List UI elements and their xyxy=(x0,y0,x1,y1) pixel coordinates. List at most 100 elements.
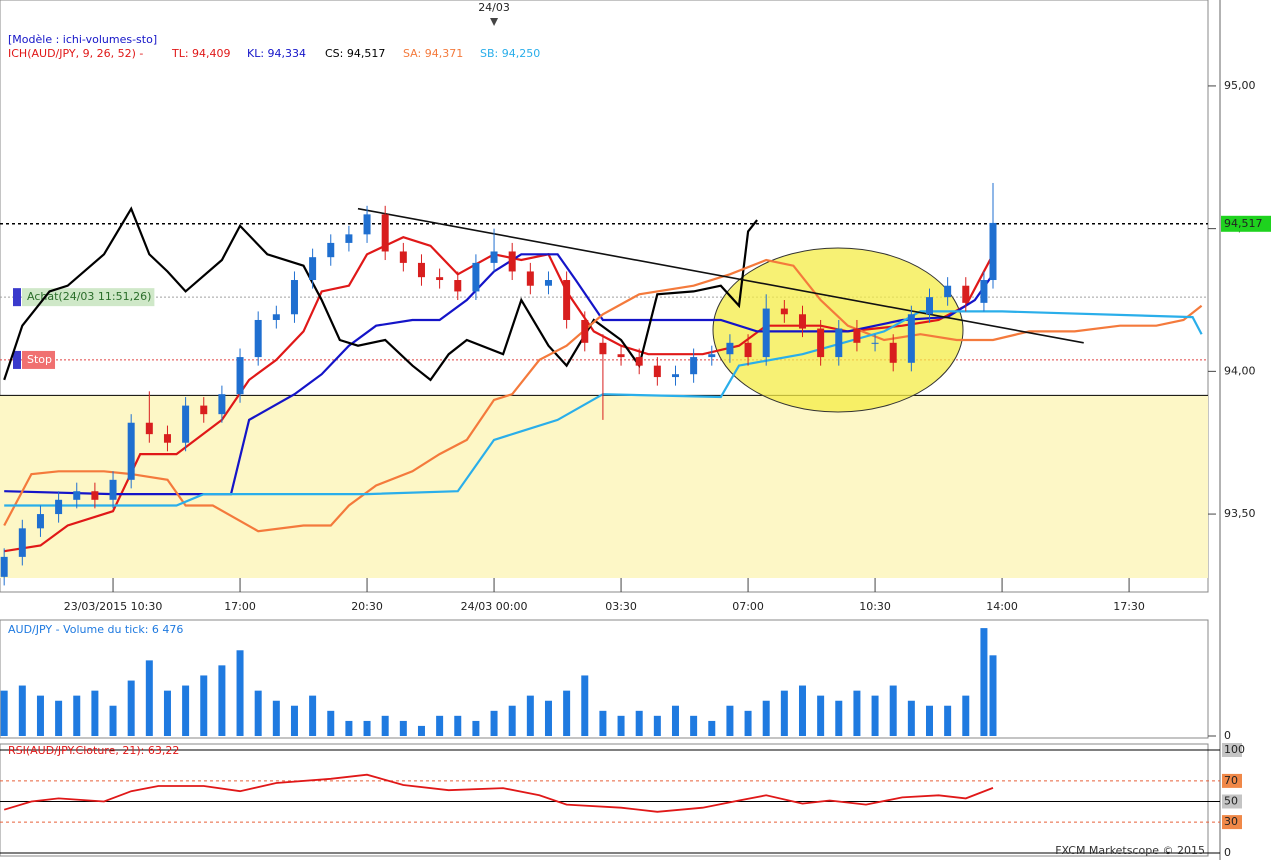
volume-bar xyxy=(381,715,389,736)
volume-bar xyxy=(508,705,516,736)
volume-bar xyxy=(989,655,997,736)
candle-body xyxy=(472,262,480,292)
volume-bar xyxy=(563,690,571,736)
candle-body xyxy=(889,342,897,363)
candle-body xyxy=(145,422,153,435)
panel-frame xyxy=(0,0,1209,593)
volume-bar xyxy=(109,705,117,736)
y-tick-label: 94,00 xyxy=(1224,364,1256,377)
y-tick-label: 95,00 xyxy=(1224,79,1256,92)
candle-body xyxy=(309,257,317,281)
volume-bar xyxy=(327,710,335,736)
legend-entry: KL: 94,334 xyxy=(247,47,306,60)
candle-body xyxy=(182,405,190,443)
volume-bar xyxy=(254,690,262,736)
price-box xyxy=(1221,215,1271,232)
candle-body xyxy=(55,499,63,515)
indicator-line xyxy=(3,206,758,382)
volume-bar xyxy=(91,690,99,736)
stop-box xyxy=(22,350,56,369)
background-layer xyxy=(0,0,1221,860)
candle-body xyxy=(436,277,444,281)
candle-body xyxy=(653,365,661,378)
volume-bar xyxy=(526,695,534,736)
y-tick-box xyxy=(1222,794,1242,809)
volume-bar xyxy=(218,665,226,736)
volume-bar xyxy=(36,695,44,736)
candle-body xyxy=(381,214,389,252)
x-tick-label: 20:30 xyxy=(351,600,383,613)
template-title: [Modèle : ichi-volumes-sto] xyxy=(8,33,157,46)
volume-bar xyxy=(236,650,244,736)
y-tick-label: 0 xyxy=(1224,729,1231,742)
candle-body xyxy=(363,214,371,235)
candle-body xyxy=(798,314,806,329)
volume-bar xyxy=(399,720,407,736)
volume-bar xyxy=(762,700,770,736)
candle-body xyxy=(109,479,117,500)
volume-bar xyxy=(0,690,8,736)
price-label: 94,517 xyxy=(1224,217,1263,230)
y-tick-label: 30 xyxy=(1224,815,1238,828)
y-tick-box xyxy=(1222,846,1242,860)
achat-handle xyxy=(13,288,21,307)
candle-body xyxy=(671,374,679,378)
candle-body xyxy=(690,357,698,375)
candle-body xyxy=(581,319,589,343)
rsi-line xyxy=(3,773,994,813)
candle-body xyxy=(708,354,716,358)
y-tick-label: 100 xyxy=(1224,743,1245,756)
candle-body xyxy=(871,342,879,344)
volume-bar xyxy=(744,710,752,736)
legend-entry: CS: 94,517 xyxy=(325,47,385,60)
volume-bar xyxy=(309,695,317,736)
panel-frame xyxy=(0,743,1209,857)
candle-body xyxy=(200,405,208,415)
candle-body xyxy=(36,514,44,529)
volume-bar xyxy=(944,705,952,736)
volume-bar xyxy=(962,695,970,736)
candle-body xyxy=(490,251,498,263)
y-tick-box xyxy=(1222,773,1242,788)
candle-body xyxy=(780,308,788,315)
volume-bar xyxy=(182,685,190,736)
volume-bar xyxy=(980,628,988,736)
volume-bar xyxy=(780,690,788,736)
volume-bar xyxy=(671,705,679,736)
volume-bar xyxy=(163,690,171,736)
candle-body xyxy=(236,357,244,395)
volume-bar xyxy=(200,675,208,736)
candle-body xyxy=(18,528,26,557)
volume-bar xyxy=(907,700,915,736)
x-tick-label: 17:30 xyxy=(1113,600,1145,613)
candle-body xyxy=(163,434,171,443)
volume-bar xyxy=(417,725,425,736)
volume-bar xyxy=(726,705,734,736)
volume-bar xyxy=(145,660,153,736)
volume-bar xyxy=(363,720,371,736)
volume-bar xyxy=(835,700,843,736)
volume-bar xyxy=(73,695,81,736)
candle-body xyxy=(73,491,81,500)
candle-body xyxy=(91,491,99,500)
indicator-subtitle: ICH(AUD/JPY, 9, 26, 52) - xyxy=(8,47,143,60)
x-tick-label: 24/03 00:00 xyxy=(461,600,528,613)
time-marker xyxy=(490,18,499,26)
support-zone xyxy=(0,395,1208,578)
candle-body xyxy=(0,556,8,577)
volume-title: AUD/JPY - Volume du tick: 6 476 xyxy=(8,623,183,636)
candle-body xyxy=(272,314,280,320)
candle-body xyxy=(962,285,970,303)
candle-body xyxy=(218,394,226,415)
x-tick-label: 03:30 xyxy=(605,600,637,613)
rsi-title: RSI(AUD/JPY.Cloture, 21): 63,22 xyxy=(8,744,179,757)
x-tick-label: 23/03/2015 10:30 xyxy=(64,600,163,613)
candle-body xyxy=(508,251,516,272)
volume-bar xyxy=(817,695,825,736)
candle-body xyxy=(345,234,353,243)
volume-bar xyxy=(653,715,661,736)
volume-bar xyxy=(635,710,643,736)
x-tick-label: 14:00 xyxy=(986,600,1018,613)
volume-bar xyxy=(599,710,607,736)
volume-bar xyxy=(290,705,298,736)
